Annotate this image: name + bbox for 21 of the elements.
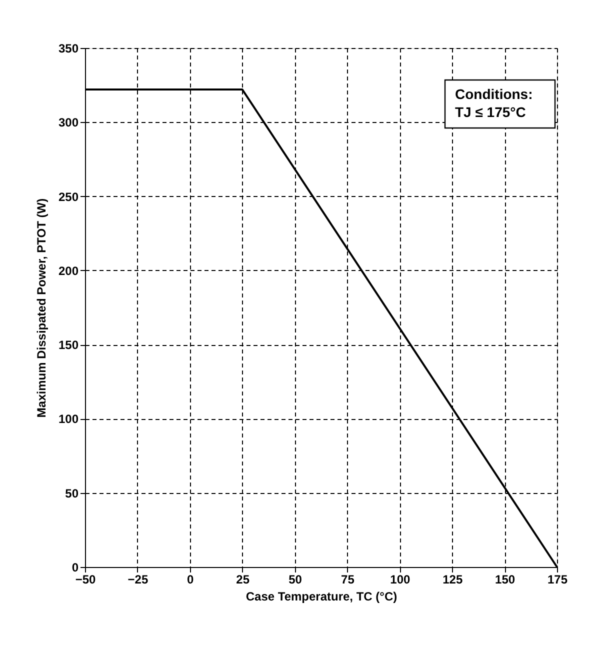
x-tick-label: 175 [547, 572, 568, 586]
y-tick-label: 0 [72, 560, 79, 574]
y-tick-label: 300 [58, 116, 79, 130]
y-tick-label: 200 [58, 264, 79, 278]
y-tick-label: 50 [65, 486, 79, 500]
y-tick-label: 250 [58, 190, 79, 204]
y-axis-title: Maximum Dissipated Power, PTOT (W) [34, 198, 48, 418]
x-tick-label: 50 [288, 572, 302, 586]
x-tick-label: 0 [187, 572, 194, 586]
x-tick-label: −50 [75, 572, 96, 586]
x-tick-label: 25 [236, 572, 250, 586]
annotation: Conditions: TJ ≤ 175°C [455, 86, 533, 120]
x-tick-label: −25 [128, 572, 148, 586]
y-tick-label: 150 [58, 338, 79, 352]
x-tick-label: 100 [390, 572, 410, 586]
x-tick-label: 150 [495, 572, 516, 586]
y-tick-label: 100 [58, 412, 79, 426]
x-tick-label: 125 [442, 572, 463, 586]
y-tick-label: 350 [58, 42, 79, 56]
x-tick-label: 75 [341, 572, 355, 586]
x-axis-title: Case Temperature, TC (°C) [246, 590, 398, 604]
